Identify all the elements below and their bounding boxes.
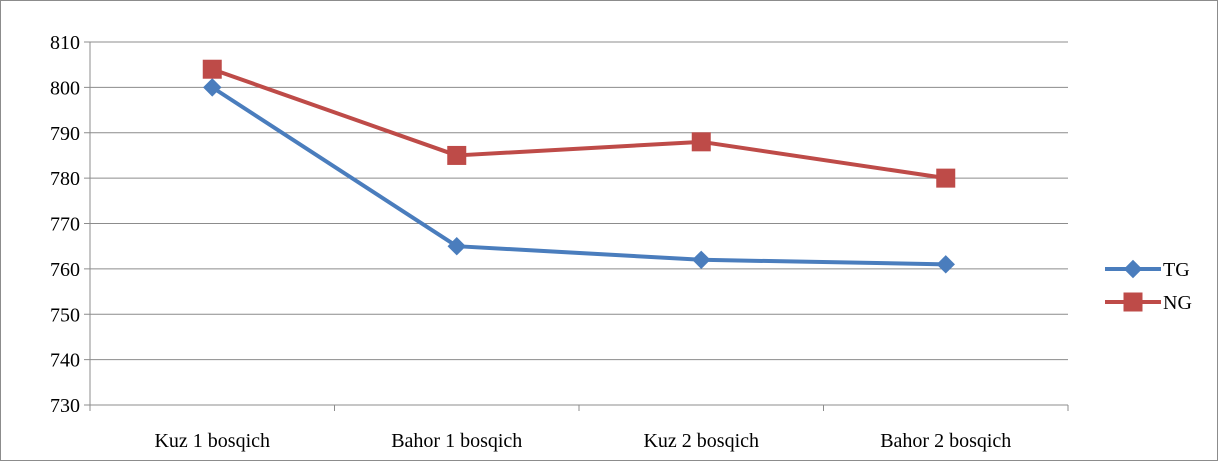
y-tick-label-730: 730 [50,395,80,417]
legend: TG NG [1105,259,1192,314]
data-point-tg-0 [203,78,222,97]
y-axis-ticks: 730 740 750 760 770 780 790 800 810 [50,32,80,417]
y-tick-label-750: 750 [50,304,80,326]
y-tick-label-740: 740 [50,350,80,372]
gridlines [84,41,1068,406]
series-line-tg [210,85,948,267]
x-tick-label-0: Kuz 1 bosqich [154,430,270,452]
data-point-tg-3 [936,255,955,274]
series-group [202,59,956,274]
data-point-tg-1 [447,236,466,256]
legend-marker-tg [1123,259,1143,279]
legend-label-ng: NG [1163,292,1192,314]
data-point-tg-2 [692,250,711,270]
x-tick-label-1: Bahor 1 bosqich [391,430,522,452]
data-point-ng-0 [202,59,222,79]
data-point-ng-1 [447,145,467,165]
y-tick-label-810: 810 [50,32,80,54]
series-line-ng [210,67,948,181]
x-tick-label-2: Kuz 2 bosqich [643,430,759,452]
y-tick-label-770: 770 [50,214,80,236]
legend-marker-ng [1123,292,1143,312]
x-axis: Kuz 1 bosqich Bahor 1 bosqich Kuz 2 bosqic… [89,42,1069,452]
y-tick-label-760: 760 [50,259,80,281]
y-tick-label-780: 780 [50,168,80,190]
x-tick-label-3: Bahor 2 bosqich [880,430,1011,452]
data-point-ng-2 [691,132,711,152]
legend-label-tg: TG [1163,259,1190,281]
data-point-ng-3 [936,168,956,188]
y-tick-label-800: 800 [50,77,80,99]
y-tick-label-790: 790 [50,123,80,145]
